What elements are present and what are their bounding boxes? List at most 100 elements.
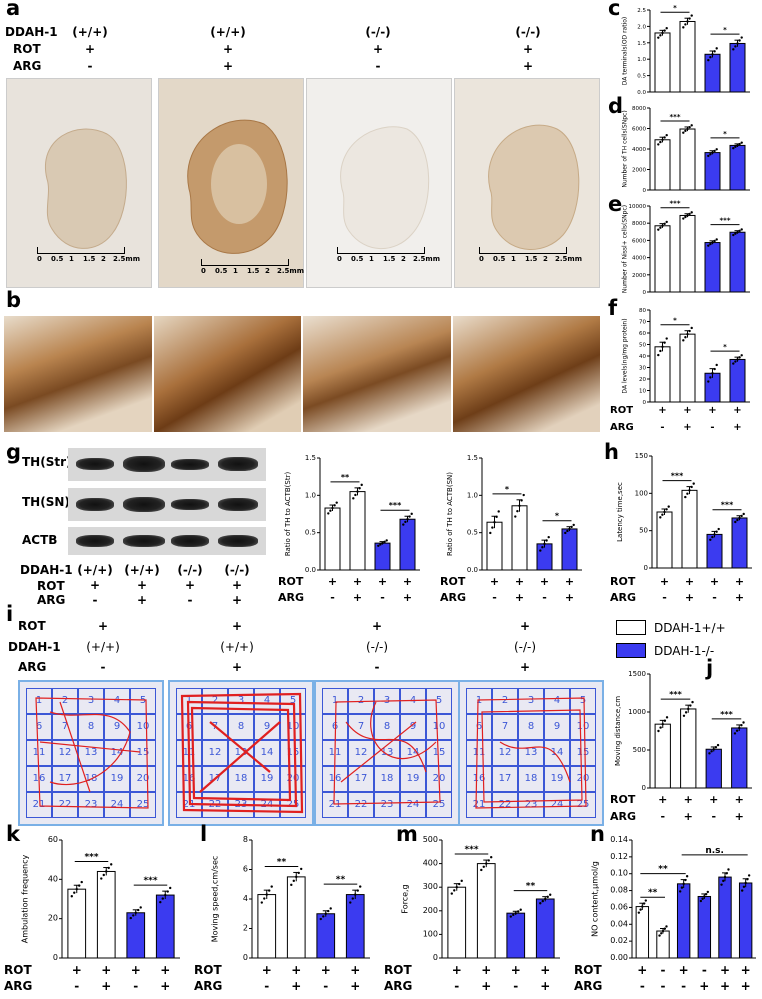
data-point — [711, 241, 714, 244]
condition-row-label: ARG — [610, 591, 636, 604]
g-ddah-1: (+/+) — [77, 563, 113, 577]
col2-arg: + — [222, 59, 234, 73]
legend-item-wt: DDAH-1+/+ — [616, 620, 761, 635]
data-point — [742, 885, 746, 888]
condition-mark: + — [741, 963, 751, 977]
data-point — [732, 48, 735, 51]
data-point — [110, 863, 113, 866]
bar — [654, 139, 671, 191]
data-point — [659, 226, 662, 229]
data-point — [659, 726, 662, 729]
data-point — [715, 363, 718, 367]
blot-actb — [68, 527, 266, 555]
maze-cell: 6 — [466, 714, 492, 740]
i-rot-1: + — [97, 619, 109, 633]
maze-cell: 3 — [78, 688, 104, 714]
data-point — [549, 893, 552, 896]
condition-mark: + — [685, 591, 694, 604]
data-point — [295, 875, 298, 879]
data-point — [70, 895, 73, 898]
data-point — [713, 50, 716, 53]
col4-arg: + — [522, 59, 534, 73]
y-tick-label: 70 — [639, 320, 646, 326]
i-ddah-2: (+/+) — [220, 640, 254, 654]
condition-mark: - — [133, 979, 138, 993]
data-point — [159, 900, 162, 904]
y-tick-label: 0.5 — [305, 529, 316, 537]
data-point — [75, 887, 78, 891]
data-point — [495, 515, 498, 519]
data-point — [665, 508, 668, 511]
data-point — [704, 892, 708, 896]
panel-label-m: m — [396, 822, 418, 846]
data-point — [684, 129, 687, 133]
maze-cell: 13 — [228, 740, 254, 766]
significance-label: * — [723, 130, 727, 138]
g-rot-2: + — [136, 578, 148, 592]
maze-cell: 19 — [104, 766, 130, 792]
condition-mark: + — [735, 810, 744, 823]
data-point — [379, 543, 382, 546]
y-tick-label: 6000 — [632, 127, 646, 133]
chart-h: 0 50 100 150 Latency time,sec *** *** ROT + + + + AR… — [610, 452, 752, 604]
bar — [67, 888, 87, 959]
y-tick-label: 2000 — [632, 273, 646, 279]
data-point — [491, 526, 494, 529]
bar — [635, 906, 650, 959]
col4-rot: + — [522, 42, 534, 56]
data-point — [707, 58, 710, 62]
bar — [374, 542, 391, 571]
data-point — [686, 332, 689, 336]
condition-mark: + — [708, 405, 716, 416]
panel-label-c: c — [608, 0, 621, 20]
y-tick-label: 30 — [639, 366, 646, 372]
data-point — [385, 539, 388, 542]
data-point — [706, 890, 710, 894]
condition-mark: + — [540, 979, 550, 993]
data-point — [268, 889, 271, 892]
g-row-label-rot: ROT — [37, 579, 65, 593]
data-point — [709, 242, 712, 246]
data-point — [455, 886, 458, 889]
data-point — [690, 124, 693, 127]
data-point — [490, 856, 493, 859]
bar — [679, 333, 696, 403]
data-point — [665, 337, 668, 340]
open-field-maze-3: 1 2 3 4 5 6 7 8 9 10 11 12 13 14 15 16 17 18 19 20 21 22 23 24 2… — [314, 680, 460, 826]
y-tick-label: 0.12 — [610, 852, 628, 861]
data-point — [322, 915, 325, 918]
open-field-maze-4: 1 2 3 4 5 6 7 8 9 10 11 12 13 14 15 16 17 18 19 20 21 22 23 24 2… — [458, 680, 604, 826]
histology-image-1 — [4, 316, 152, 432]
bar — [654, 723, 671, 789]
data-point — [514, 911, 517, 915]
y-tick-label: 0.5 — [467, 529, 478, 537]
data-point — [516, 509, 519, 513]
maze-trajectory — [475, 697, 587, 809]
condition-mark: - — [681, 979, 686, 993]
row-label-arg: ARG — [13, 59, 42, 73]
significance-label: *** — [670, 113, 681, 121]
legend-label-wt: DDAH-1+/+ — [654, 620, 726, 635]
significance-label: *** — [671, 472, 684, 481]
bar — [704, 242, 721, 293]
data-point — [725, 872, 728, 875]
data-point — [738, 516, 741, 520]
y-tick-label: 1.5 — [305, 454, 316, 462]
condition-mark: + — [515, 575, 524, 588]
maze-trajectory — [180, 692, 304, 814]
data-point — [684, 878, 687, 882]
data-point — [518, 504, 521, 507]
bar — [718, 876, 732, 959]
y-tick-label: 80 — [639, 308, 646, 314]
data-point — [740, 889, 744, 892]
data-point — [661, 138, 664, 141]
g-rot-3: + — [184, 578, 196, 592]
maze-cell: 20 — [130, 766, 156, 792]
maze-cell: 14 — [400, 740, 426, 766]
y-tick-label: 2.5 — [637, 8, 646, 14]
data-point — [736, 42, 739, 45]
brain-slice-photo-1: 0 0.5 1 1.5 2 2.5mm — [6, 78, 152, 288]
data-point — [690, 326, 693, 330]
condition-mark: + — [350, 963, 360, 977]
data-point — [352, 497, 355, 500]
